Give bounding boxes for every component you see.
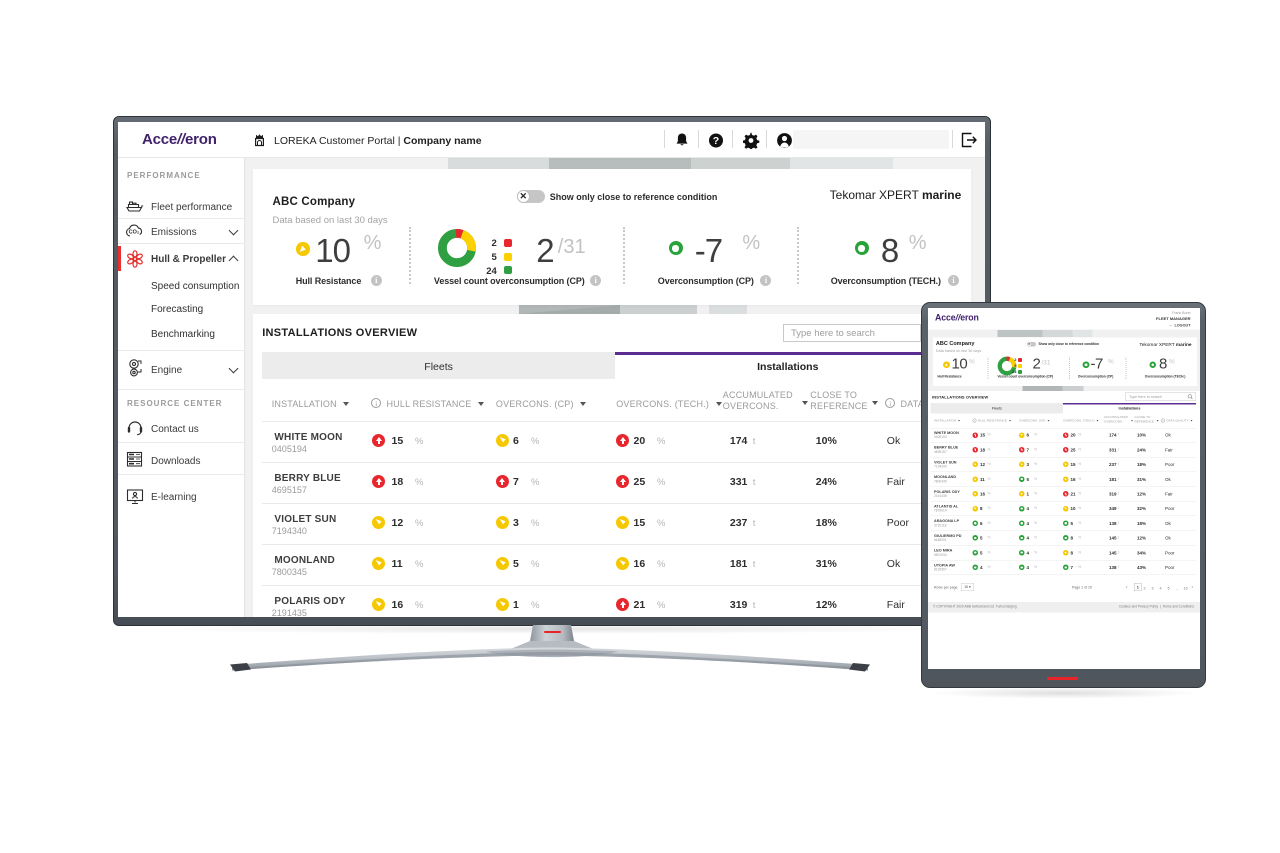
svg-text:CO₂: CO₂ (129, 229, 140, 235)
svg-text:?: ? (713, 135, 719, 147)
